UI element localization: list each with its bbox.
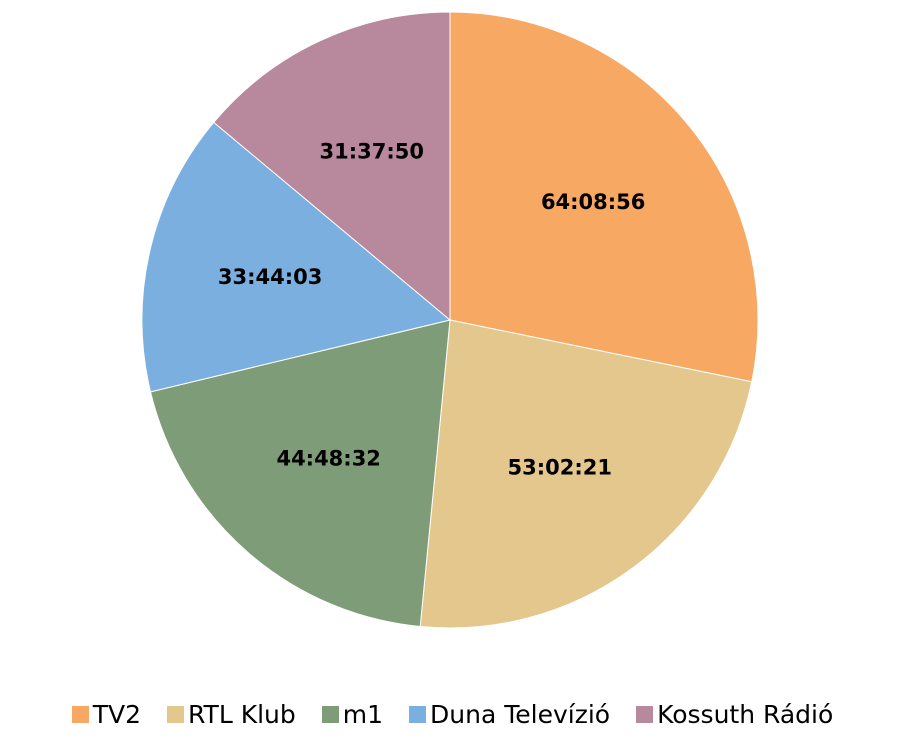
- legend-swatch: [636, 706, 654, 723]
- legend-item: RTL Klub: [167, 700, 296, 729]
- legend-item: m1: [321, 700, 384, 729]
- legend-swatch: [321, 706, 339, 723]
- data-label: 33:44:03: [218, 265, 322, 289]
- legend-label: RTL Klub: [188, 700, 296, 729]
- legend-swatch: [167, 706, 184, 723]
- data-label: 44:48:32: [276, 446, 380, 470]
- data-label: 64:08:56: [541, 190, 645, 214]
- chart: 64:08:56 53:02:21 44:48:32 33:44:03 31:37:50: [141, 11, 759, 629]
- legend-swatch: [71, 706, 89, 723]
- legend-swatch: [409, 706, 427, 723]
- legend-label: Duna Televízió: [430, 700, 611, 729]
- legend-item: TV2: [71, 700, 141, 729]
- pie-slice: [141, 121, 452, 393]
- data-label: 53:02:21: [508, 456, 612, 480]
- legend-label: TV2: [92, 700, 141, 729]
- legend: TV2 RTL Klub m1 Duna Televízió Kossuth Rádió: [0, 700, 905, 729]
- legend-label: Kossuth Rádió: [657, 700, 834, 729]
- pie-slice: [419, 319, 753, 629]
- legend-item: Kossuth Rádió: [636, 700, 833, 729]
- legend-label: m1: [342, 700, 384, 729]
- pie-slice: [213, 11, 451, 322]
- data-label: 31:37:50: [320, 140, 424, 164]
- pie-slice: [149, 319, 451, 628]
- pie-slice: [449, 11, 759, 383]
- legend-item: Duna Televízió: [409, 700, 610, 729]
